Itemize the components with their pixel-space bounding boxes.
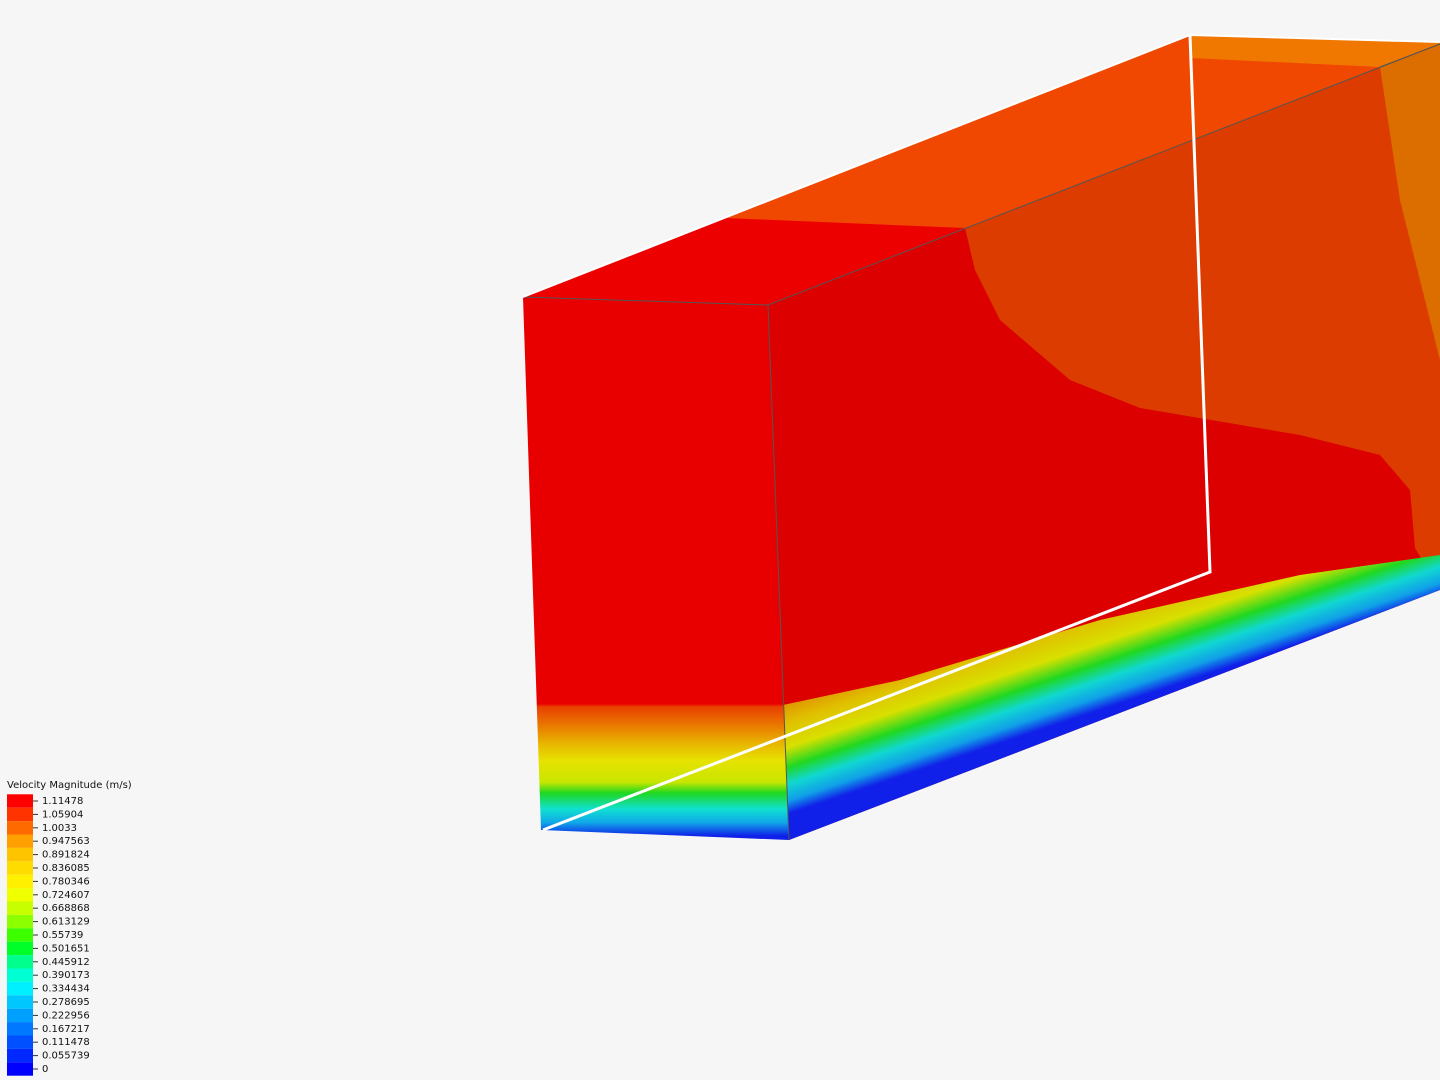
legend-swatch xyxy=(7,1008,33,1023)
legend: Velocity Magnitude (m/s) 1.11478 1.05904 1… xyxy=(7,780,132,1076)
outline xyxy=(542,34,1212,832)
legend-swatch xyxy=(7,861,33,875)
legend-label: 0.891824 xyxy=(42,850,90,861)
legend-swatch xyxy=(7,834,33,848)
legend-label: 1.05904 xyxy=(42,809,83,820)
side-face-region xyxy=(965,44,1440,590)
legend-swatch xyxy=(7,981,33,996)
legend-label: 0.501651 xyxy=(42,943,90,954)
domain-box xyxy=(522,33,1440,841)
legend-swatch xyxy=(7,941,33,956)
side-face-bands xyxy=(783,555,1440,840)
edge xyxy=(1379,43,1440,68)
legend-swatch xyxy=(7,928,33,942)
legend-swatch xyxy=(7,955,33,969)
legend-label: 0 xyxy=(42,1064,48,1075)
legend-swatch xyxy=(7,821,33,835)
legend-swatch xyxy=(7,847,33,862)
front-face xyxy=(523,297,789,840)
legend-label: 0.668868 xyxy=(42,903,90,914)
legend-label: 0.167217 xyxy=(42,1024,90,1035)
legend-label: 0.445912 xyxy=(42,957,90,968)
legend-swatch xyxy=(7,914,33,929)
legend-swatch xyxy=(7,968,33,982)
legend-label: 0.55739 xyxy=(42,930,83,941)
side-face-outlet xyxy=(1380,44,1440,360)
legend-label: 0.334434 xyxy=(42,984,90,995)
legend-label: 0.111478 xyxy=(42,1037,90,1048)
legend-swatch xyxy=(7,1035,33,1049)
legend-label: 0.613129 xyxy=(42,917,90,928)
legend-title: Velocity Magnitude (m/s) xyxy=(7,780,132,791)
legend-label: 0.836085 xyxy=(42,863,90,874)
top-face-back xyxy=(1190,35,1440,67)
legend-label: 0.222956 xyxy=(42,1010,90,1021)
legend-swatch xyxy=(7,888,33,902)
legend-label: 0.390173 xyxy=(42,970,90,981)
legend-swatch xyxy=(7,1048,33,1063)
legend-swatch xyxy=(7,1062,33,1076)
legend-label: 1.11478 xyxy=(42,796,83,807)
legend-label: 0.724607 xyxy=(42,890,90,901)
legend-label: 0.780346 xyxy=(42,876,90,887)
edge xyxy=(767,43,1440,306)
edges xyxy=(522,43,1440,841)
legend-label: 0.278695 xyxy=(42,997,90,1008)
legend-swatch xyxy=(7,995,33,1009)
legend-label: 1.0033 xyxy=(42,823,77,834)
legend-swatch xyxy=(7,874,33,889)
top-face-front xyxy=(523,218,965,305)
legend-swatch xyxy=(7,901,33,915)
legend-label: 0.947563 xyxy=(42,836,90,847)
legend-swatch xyxy=(7,794,33,808)
legend-swatch xyxy=(7,1022,33,1036)
legend-swatch xyxy=(7,807,33,822)
legend-label: 0.055739 xyxy=(42,1051,90,1062)
